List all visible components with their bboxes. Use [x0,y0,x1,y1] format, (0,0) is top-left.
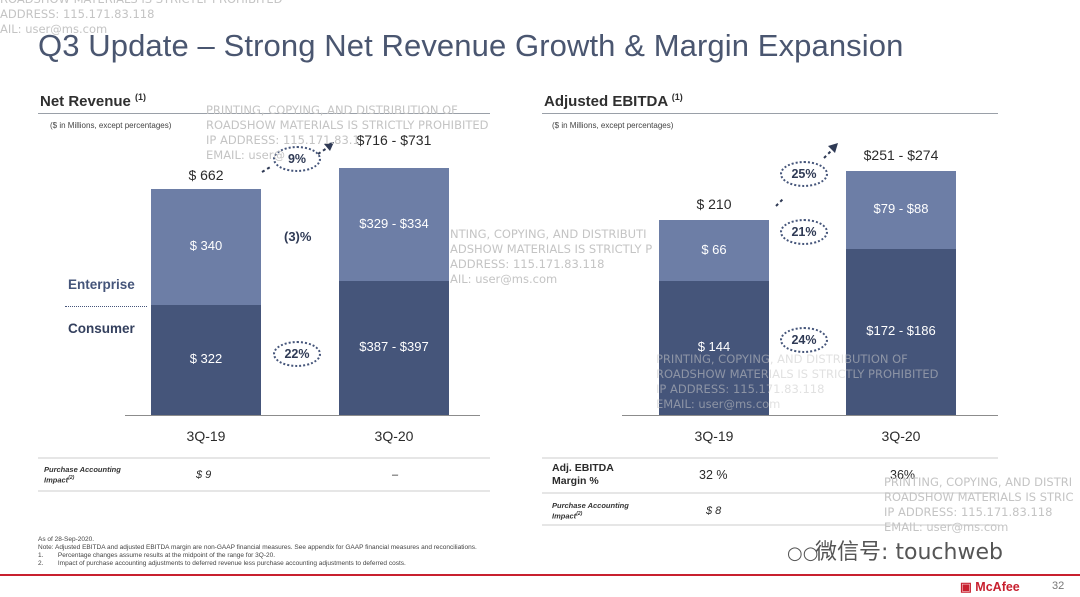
growth-arrow [775,143,838,207]
bar-total-label: $251 - $274 [863,147,939,164]
consumer-label: Consumer [68,321,135,336]
bar-value-label: $329 - $334 [359,215,429,231]
ebitda-margin-label: Adj. EBITDA Margin % [552,462,614,487]
purchase-accounting-label: Purchase Accounting Impact(2) [44,465,121,485]
purchase-accounting-label: Purchase Accounting Impact(2) [552,501,629,521]
bar-enterprise: $79 - $88 [846,171,956,249]
section-rule [542,113,998,114]
x-axis [622,415,998,416]
growth-bubble-consumer: 24% [780,327,828,353]
enterprise-label: Enterprise [68,277,135,292]
mcafee-logo: ▣ McAfee [960,580,1020,594]
watermark-text: PRINTING, COPYING, AND DISTRIBUTION OF R… [656,352,939,411]
growth-arrow [261,142,334,173]
category-label: 3Q-19 [186,428,226,444]
watermark-text: NTING, COPYING, AND DISTRIBUTI ADSHOW MA… [450,227,653,286]
bar-value-label: $387 - $397 [359,339,429,355]
ebitda-margin-value: 36% [890,468,916,482]
bar-value-label: $79 - $88 [873,201,929,217]
footnote: 2. Impact of purchase accounting adjustm… [38,560,406,567]
bar-value-label: $ 66 [701,241,727,257]
shield-icon: ▣ [960,580,976,594]
bar-value-label: $ 340 [189,238,223,254]
growth-enterprise: (3)% [284,229,312,244]
bar-total-label: $ 210 [696,196,732,212]
footer-rule [0,574,1080,576]
footnote: Note: Adjusted EBITDA and adjusted EBITD… [38,544,477,551]
category-label: 3Q-19 [694,428,734,444]
bar-enterprise: $329 - $334 [339,168,449,282]
adjusted-ebitda-heading: Adjusted EBITDA (1) [544,92,683,110]
ebitda-margin-value: 32 % [699,468,728,482]
watermark-text: ROADSHOW MATERIALS IS STRICTLY PROHIBITE… [0,0,283,36]
purchase-accounting-value: $ 9 [196,469,212,481]
purchase-accounting-value: – [392,469,399,481]
watermark-text: PRINTING, COPYING, AND DISTRI ROADSHOW M… [884,475,1074,534]
bar-enterprise: $ 66 [659,220,769,282]
bar-consumer: $ 322 [151,305,261,415]
footnote: As of 28-Sep-2020. [38,536,95,543]
bar-enterprise: $ 340 [151,189,261,306]
purchase-accounting-value: $ 8 [706,505,722,517]
growth-bubble-enterprise: 21% [780,219,828,245]
ebitda-subtitle: ($ in Millions, except percentages) [552,121,674,130]
watermark-text: PRINTING, COPYING, AND DISTRIBUTION OF R… [206,103,489,162]
bar-value-label: $ 144 [697,339,731,355]
section-rule [38,113,490,114]
segment-divider [65,306,147,307]
table-rule [542,524,998,526]
bar-consumer: $ 144 [659,281,769,415]
net-revenue-subtitle: ($ in Millions, except percentages) [50,121,172,130]
bar-consumer: $172 - $186 [846,248,956,415]
bar-value-label: $172 - $186 [866,322,936,338]
bar-total-label: $716 - $731 [356,132,432,148]
table-rule [38,457,490,459]
growth-bubble-consumer: 22% [273,341,321,367]
category-label: 3Q-20 [374,428,414,444]
category-label: 3Q-20 [881,428,921,444]
bar-value-label: $ 322 [189,351,223,367]
footnote: 1. Percentage changes assume results at … [38,552,276,559]
bar-total-label: $ 662 [188,167,224,183]
wechat-icon: ○○ [787,543,819,564]
bar-consumer: $387 - $397 [339,281,449,415]
table-rule [38,490,490,492]
table-rule [542,492,998,494]
wechat-watermark: ○○微信号: touchweb [787,540,1003,565]
page-title: Q3 Update – Strong Net Revenue Growth & … [38,28,904,63]
x-axis [125,415,480,416]
table-rule [542,457,998,459]
page-number: 32 [1052,580,1065,592]
growth-bubble-total: 9% [273,146,321,172]
net-revenue-heading: Net Revenue (1) [40,92,147,110]
growth-bubble-total: 25% [780,161,828,187]
